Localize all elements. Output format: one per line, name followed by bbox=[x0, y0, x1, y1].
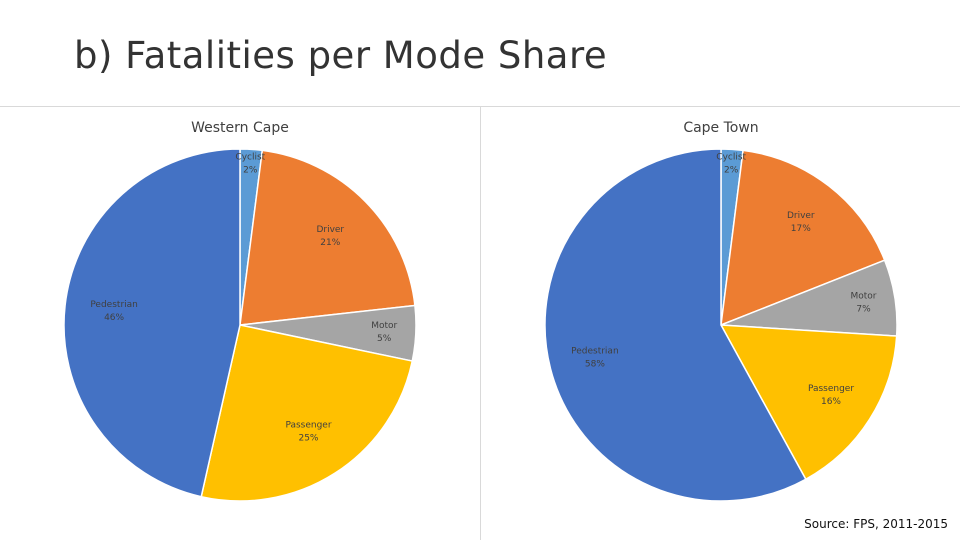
pie-chart-western-cape: Western Cape Cyclist 2% Driver 21% Motor 5% Pas… bbox=[63, 120, 417, 502]
slice-label-driver: Driver bbox=[787, 211, 815, 221]
slice-value-passenger: 25% bbox=[298, 434, 318, 444]
slice-value-motor: 5% bbox=[377, 334, 392, 344]
slice-value-passenger: 16% bbox=[821, 397, 841, 407]
slice-labels: Cyclist 2% Driver 21% Motor 5% Passenger 25% Ped… bbox=[90, 152, 397, 443]
slice-label-passenger: Passenger bbox=[285, 421, 331, 431]
pie-chart-cape-town: Cape Town Cyclist 2% Driver 17% Motor 7% Passen… bbox=[544, 120, 898, 502]
pie-slice-driver bbox=[239, 149, 416, 326]
slice-value-driver: 17% bbox=[791, 224, 811, 234]
slice-label-pedestrian: Pedestrian bbox=[571, 346, 619, 356]
chart-title-western-cape: Western Cape bbox=[191, 120, 289, 136]
chart-panel-cape-town: Cape Town Cyclist 2% Driver 17% Motor 7% Passen… bbox=[481, 106, 960, 540]
chart-panel-western-cape: Western Cape Cyclist 2% Driver 21% Motor 5% Pas… bbox=[0, 106, 481, 540]
slice-label-motor: Motor bbox=[371, 321, 397, 331]
slice-value-pedestrian: 46% bbox=[104, 313, 124, 323]
pie-slice-pedestrian bbox=[544, 148, 807, 502]
slice-value-cyclist: 2% bbox=[243, 165, 258, 175]
source-note: Source: FPS, 2011-2015 bbox=[804, 517, 948, 531]
pie-slice-driver bbox=[720, 149, 886, 327]
slice-label-pedestrian: Pedestrian bbox=[90, 300, 138, 310]
slide-title: b) Fatalities per Mode Share bbox=[74, 34, 608, 77]
slice-value-pedestrian: 58% bbox=[585, 359, 605, 369]
pie-slice-passenger bbox=[719, 324, 898, 481]
slice-value-driver: 21% bbox=[320, 238, 340, 248]
pie-slice-passenger bbox=[200, 324, 414, 502]
slice-value-cyclist: 2% bbox=[724, 165, 739, 175]
slice-value-motor: 7% bbox=[856, 304, 871, 314]
slice-label-passenger: Passenger bbox=[808, 384, 854, 394]
chart-title-cape-town: Cape Town bbox=[683, 120, 758, 136]
slice-label-motor: Motor bbox=[850, 291, 876, 301]
slice-label-driver: Driver bbox=[316, 225, 344, 235]
slice-label-cyclist: Cyclist bbox=[716, 152, 746, 162]
slice-labels: Cyclist 2% Driver 17% Motor 7% Passenger 16% Ped… bbox=[571, 152, 877, 406]
slice-label-cyclist: Cyclist bbox=[235, 152, 265, 162]
pie-slice-pedestrian bbox=[63, 148, 241, 498]
